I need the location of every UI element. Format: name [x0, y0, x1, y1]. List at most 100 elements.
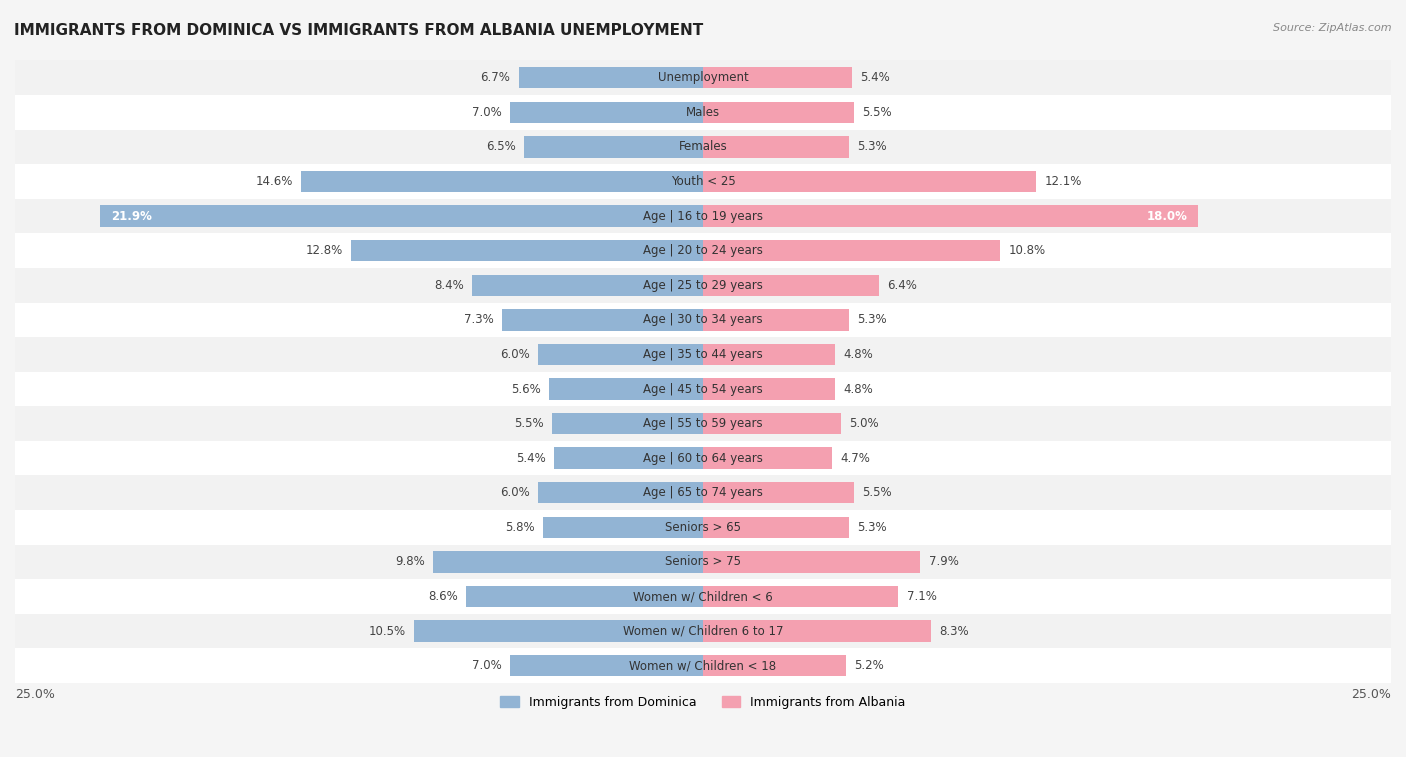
Bar: [703, 171, 1036, 192]
Text: 5.3%: 5.3%: [858, 521, 887, 534]
Text: 6.5%: 6.5%: [486, 140, 516, 154]
Bar: [703, 447, 832, 469]
Text: 4.8%: 4.8%: [844, 382, 873, 395]
Text: 10.8%: 10.8%: [1008, 245, 1046, 257]
Text: 6.0%: 6.0%: [501, 486, 530, 500]
Bar: [15, 337, 1391, 372]
Bar: [510, 655, 703, 677]
Text: Age | 30 to 34 years: Age | 30 to 34 years: [643, 313, 763, 326]
Text: 5.3%: 5.3%: [858, 140, 887, 154]
Bar: [703, 586, 898, 607]
Bar: [301, 171, 703, 192]
Bar: [15, 61, 1391, 95]
Bar: [15, 510, 1391, 544]
Text: 6.0%: 6.0%: [501, 348, 530, 361]
Text: 5.8%: 5.8%: [506, 521, 536, 534]
Bar: [703, 413, 841, 435]
Bar: [15, 129, 1391, 164]
Bar: [15, 579, 1391, 614]
Bar: [15, 372, 1391, 407]
Text: Source: ZipAtlas.com: Source: ZipAtlas.com: [1274, 23, 1392, 33]
Bar: [703, 67, 852, 89]
Bar: [15, 475, 1391, 510]
Text: 7.9%: 7.9%: [929, 556, 959, 569]
Text: IMMIGRANTS FROM DOMINICA VS IMMIGRANTS FROM ALBANIA UNEMPLOYMENT: IMMIGRANTS FROM DOMINICA VS IMMIGRANTS F…: [14, 23, 703, 38]
Bar: [472, 275, 703, 296]
Text: 18.0%: 18.0%: [1146, 210, 1187, 223]
Bar: [15, 199, 1391, 233]
Bar: [703, 205, 1198, 227]
Bar: [15, 303, 1391, 337]
Bar: [15, 407, 1391, 441]
Text: 5.5%: 5.5%: [863, 486, 893, 500]
Text: 12.8%: 12.8%: [305, 245, 343, 257]
Bar: [703, 655, 846, 677]
Bar: [15, 268, 1391, 303]
Text: 5.4%: 5.4%: [860, 71, 890, 84]
Bar: [15, 233, 1391, 268]
Bar: [551, 413, 703, 435]
Bar: [703, 344, 835, 365]
Text: Women w/ Children < 6: Women w/ Children < 6: [633, 590, 773, 603]
Text: 8.4%: 8.4%: [434, 279, 464, 291]
Text: Males: Males: [686, 106, 720, 119]
Bar: [703, 309, 849, 331]
Text: 5.3%: 5.3%: [858, 313, 887, 326]
Bar: [519, 67, 703, 89]
Text: Age | 25 to 29 years: Age | 25 to 29 years: [643, 279, 763, 291]
Text: 8.3%: 8.3%: [939, 625, 969, 637]
Bar: [538, 482, 703, 503]
Text: Seniors > 75: Seniors > 75: [665, 556, 741, 569]
Bar: [15, 95, 1391, 129]
Text: 10.5%: 10.5%: [368, 625, 406, 637]
Text: Age | 20 to 24 years: Age | 20 to 24 years: [643, 245, 763, 257]
Bar: [703, 551, 921, 572]
Bar: [543, 516, 703, 538]
Text: Age | 35 to 44 years: Age | 35 to 44 years: [643, 348, 763, 361]
Text: 14.6%: 14.6%: [256, 175, 292, 188]
Bar: [100, 205, 703, 227]
Text: Age | 60 to 64 years: Age | 60 to 64 years: [643, 452, 763, 465]
Bar: [15, 614, 1391, 649]
Text: Age | 55 to 59 years: Age | 55 to 59 years: [643, 417, 763, 430]
Bar: [538, 344, 703, 365]
Text: Age | 65 to 74 years: Age | 65 to 74 years: [643, 486, 763, 500]
Bar: [548, 378, 703, 400]
Text: 6.7%: 6.7%: [481, 71, 510, 84]
Bar: [703, 275, 879, 296]
Text: 5.2%: 5.2%: [855, 659, 884, 672]
Bar: [413, 621, 703, 642]
Text: Unemployment: Unemployment: [658, 71, 748, 84]
Text: Age | 45 to 54 years: Age | 45 to 54 years: [643, 382, 763, 395]
Text: 7.0%: 7.0%: [472, 659, 502, 672]
Text: 5.0%: 5.0%: [849, 417, 879, 430]
Bar: [554, 447, 703, 469]
Bar: [703, 101, 855, 123]
Text: 12.1%: 12.1%: [1045, 175, 1081, 188]
Bar: [350, 240, 703, 261]
Text: 9.8%: 9.8%: [395, 556, 425, 569]
Bar: [703, 240, 1000, 261]
Text: Age | 16 to 19 years: Age | 16 to 19 years: [643, 210, 763, 223]
Text: 5.5%: 5.5%: [513, 417, 543, 430]
Text: 7.3%: 7.3%: [464, 313, 494, 326]
Bar: [703, 378, 835, 400]
Legend: Immigrants from Dominica, Immigrants from Albania: Immigrants from Dominica, Immigrants fro…: [495, 691, 911, 714]
Text: Females: Females: [679, 140, 727, 154]
Bar: [15, 441, 1391, 475]
Text: Women w/ Children < 18: Women w/ Children < 18: [630, 659, 776, 672]
Bar: [524, 136, 703, 157]
Text: 8.6%: 8.6%: [429, 590, 458, 603]
Bar: [433, 551, 703, 572]
Text: 4.7%: 4.7%: [841, 452, 870, 465]
Bar: [703, 621, 931, 642]
Bar: [703, 482, 855, 503]
Text: 5.4%: 5.4%: [516, 452, 546, 465]
Bar: [467, 586, 703, 607]
Bar: [510, 101, 703, 123]
Text: 7.0%: 7.0%: [472, 106, 502, 119]
Text: Women w/ Children 6 to 17: Women w/ Children 6 to 17: [623, 625, 783, 637]
Bar: [15, 544, 1391, 579]
Text: 6.4%: 6.4%: [887, 279, 917, 291]
Text: 5.5%: 5.5%: [863, 106, 893, 119]
